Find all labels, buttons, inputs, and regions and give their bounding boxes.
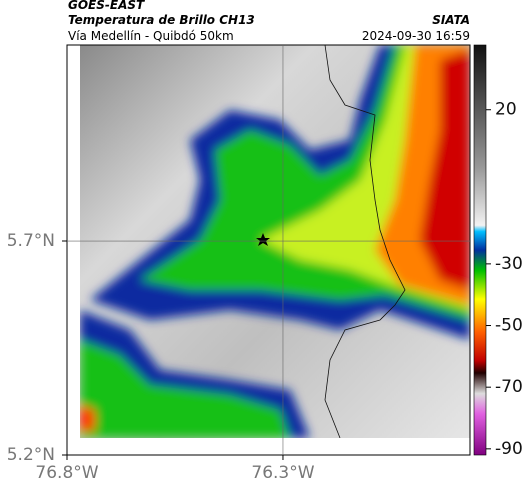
imagery: [80, 45, 470, 438]
y-tick-label: 5.2°N: [7, 445, 55, 465]
colorbar-tick-label: -50: [495, 316, 523, 336]
org: SIATA: [432, 13, 470, 27]
station-marker: [256, 233, 270, 246]
title: Temperatura de Brillo CH13: [68, 13, 255, 27]
colorbar-tick-label: -70: [495, 377, 523, 397]
colorbar-tick-label: -90: [495, 439, 523, 459]
source: GOES-EAST: [68, 0, 145, 12]
colorbar-tick-label: -30: [495, 254, 523, 274]
y-tick-label: 5.7°N: [7, 231, 55, 251]
colorbar-tick-label: 20: [495, 100, 517, 120]
datetime: 2024-09-30 16:59: [362, 29, 470, 43]
x-tick-label: 76.8°W: [35, 463, 98, 483]
colorbar: [473, 44, 487, 456]
x-tick-label: 76.3°W: [251, 463, 314, 483]
map-frame: [66, 44, 471, 456]
subtitle: Vía Medellín - Quibdó 50km: [68, 29, 234, 43]
